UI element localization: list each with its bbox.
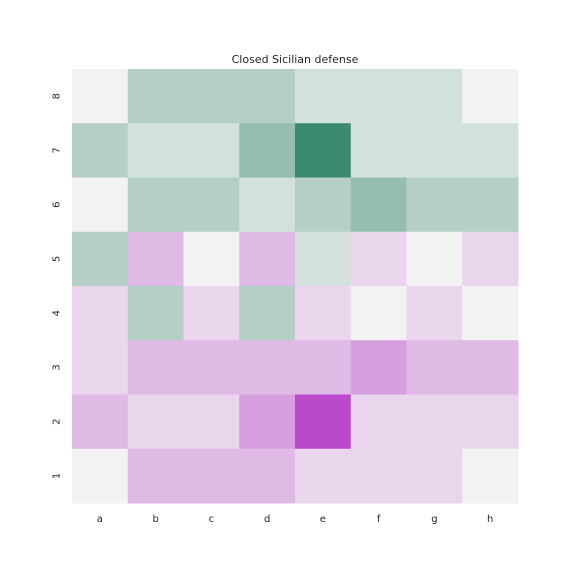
- heatmap-cell-c1: [183, 448, 240, 504]
- heatmap-cell-h6: [462, 177, 519, 233]
- heatmap-cell-a1: [72, 448, 129, 504]
- heatmap-cell-b3: [127, 340, 184, 395]
- heatmap-cell-a3: [72, 340, 129, 395]
- heatmap-cell-c6: [183, 177, 240, 233]
- heatmap-cell-b1: [127, 448, 184, 504]
- heatmap-cell-g4: [406, 286, 463, 341]
- heatmap-cell-e3: [295, 340, 352, 395]
- heatmap-cells: [72, 69, 519, 504]
- heatmap-cell-b7: [127, 123, 184, 178]
- x-tick-label-c: c: [209, 514, 215, 525]
- heatmap-cell-c2: [183, 394, 240, 450]
- heatmap-cell-e5: [295, 231, 352, 287]
- heatmap-cell-d1: [239, 448, 296, 504]
- heatmap-cell-g8: [406, 69, 463, 124]
- x-axis-tick-labels: a b c d e f g h: [97, 514, 493, 525]
- heatmap-cell-b5: [127, 231, 184, 287]
- x-tick-label-e: e: [320, 514, 326, 525]
- heatmap-cell-c7: [183, 123, 240, 178]
- y-tick-label-5: 5: [52, 256, 63, 262]
- heatmap-cell-b8: [127, 69, 184, 124]
- heatmap-cell-f6: [350, 177, 407, 233]
- heatmap-cell-b4: [127, 286, 184, 341]
- heatmap-cell-f3: [350, 340, 407, 395]
- heatmap-cell-h7: [462, 123, 519, 178]
- heatmap-cell-h4: [462, 286, 519, 341]
- heatmap-cell-f1: [350, 448, 407, 504]
- heatmap-cell-d4: [239, 286, 296, 341]
- heatmap-cell-a2: [72, 394, 129, 450]
- heatmap-cell-c3: [183, 340, 240, 395]
- heatmap-cell-d8: [239, 69, 296, 124]
- heatmap-cell-e1: [295, 448, 352, 504]
- heatmap-cell-d5: [239, 231, 296, 287]
- heatmap-cell-h2: [462, 394, 519, 450]
- x-tick-label-h: h: [487, 514, 493, 525]
- x-tick-label-d: d: [264, 514, 270, 525]
- heatmap-cell-a4: [72, 286, 129, 341]
- heatmap-cell-a6: [72, 177, 129, 233]
- heatmap-cell-b2: [127, 394, 184, 450]
- heatmap-cell-e6: [295, 177, 352, 233]
- x-tick-label-g: g: [431, 514, 437, 525]
- heatmap-cell-g6: [406, 177, 463, 233]
- heatmap-cell-f7: [350, 123, 407, 178]
- y-tick-label-1: 1: [52, 473, 63, 479]
- heatmap-cell-g5: [406, 231, 463, 287]
- heatmap-cell-f2: [350, 394, 407, 450]
- chart-title: Closed Sicilian defense: [232, 53, 359, 66]
- heatmap-cell-e8: [295, 69, 352, 124]
- heatmap-cell-a8: [72, 69, 129, 124]
- heatmap-cell-a7: [72, 123, 129, 178]
- heatmap-cell-f4: [350, 286, 407, 341]
- x-tick-label-b: b: [152, 514, 158, 525]
- x-tick-label-a: a: [97, 514, 103, 525]
- heatmap-cell-c4: [183, 286, 240, 341]
- heatmap-cell-f5: [350, 231, 407, 287]
- heatmap-cell-e7: [295, 123, 352, 178]
- x-tick-label-f: f: [377, 514, 381, 525]
- heatmap-cell-e4: [295, 286, 352, 341]
- y-tick-label-7: 7: [52, 147, 63, 153]
- heatmap-cell-b6: [127, 177, 184, 233]
- heatmap-cell-g7: [406, 123, 463, 178]
- y-tick-label-3: 3: [52, 364, 63, 370]
- heatmap-cell-g1: [406, 448, 463, 504]
- y-tick-label-4: 4: [52, 310, 63, 316]
- heatmap-cell-d2: [239, 394, 296, 450]
- heatmap-cell-d6: [239, 177, 296, 233]
- heatmap-cell-d7: [239, 123, 296, 178]
- heatmap-cell-h5: [462, 231, 519, 287]
- heatmap-cell-f8: [350, 69, 407, 124]
- heatmap-cell-e2: [295, 394, 352, 450]
- heatmap-cell-c5: [183, 231, 240, 287]
- y-tick-label-2: 2: [52, 418, 63, 424]
- heatmap-cell-g2: [406, 394, 463, 450]
- y-tick-label-8: 8: [52, 93, 63, 99]
- heatmap-cell-h1: [462, 448, 519, 504]
- y-axis-tick-labels: 8 7 6 5 4 3 2 1: [52, 93, 63, 479]
- heatmap-cell-g3: [406, 340, 463, 395]
- heatmap-cell-c8: [183, 69, 240, 124]
- heatmap-cell-a5: [72, 231, 129, 287]
- y-tick-label-6: 6: [52, 201, 63, 207]
- heatmap-cell-h3: [462, 340, 519, 395]
- heatmap-cell-d3: [239, 340, 296, 395]
- heatmap-cell-h8: [462, 69, 519, 124]
